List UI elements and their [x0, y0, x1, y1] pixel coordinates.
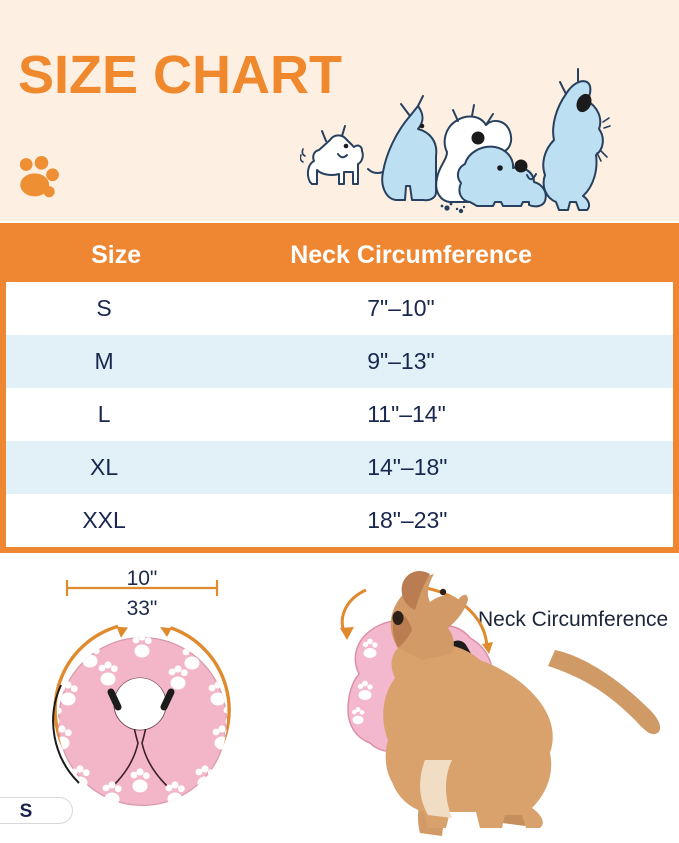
svg-text:10": 10" — [127, 567, 158, 590]
svg-text:33": 33" — [127, 597, 158, 620]
